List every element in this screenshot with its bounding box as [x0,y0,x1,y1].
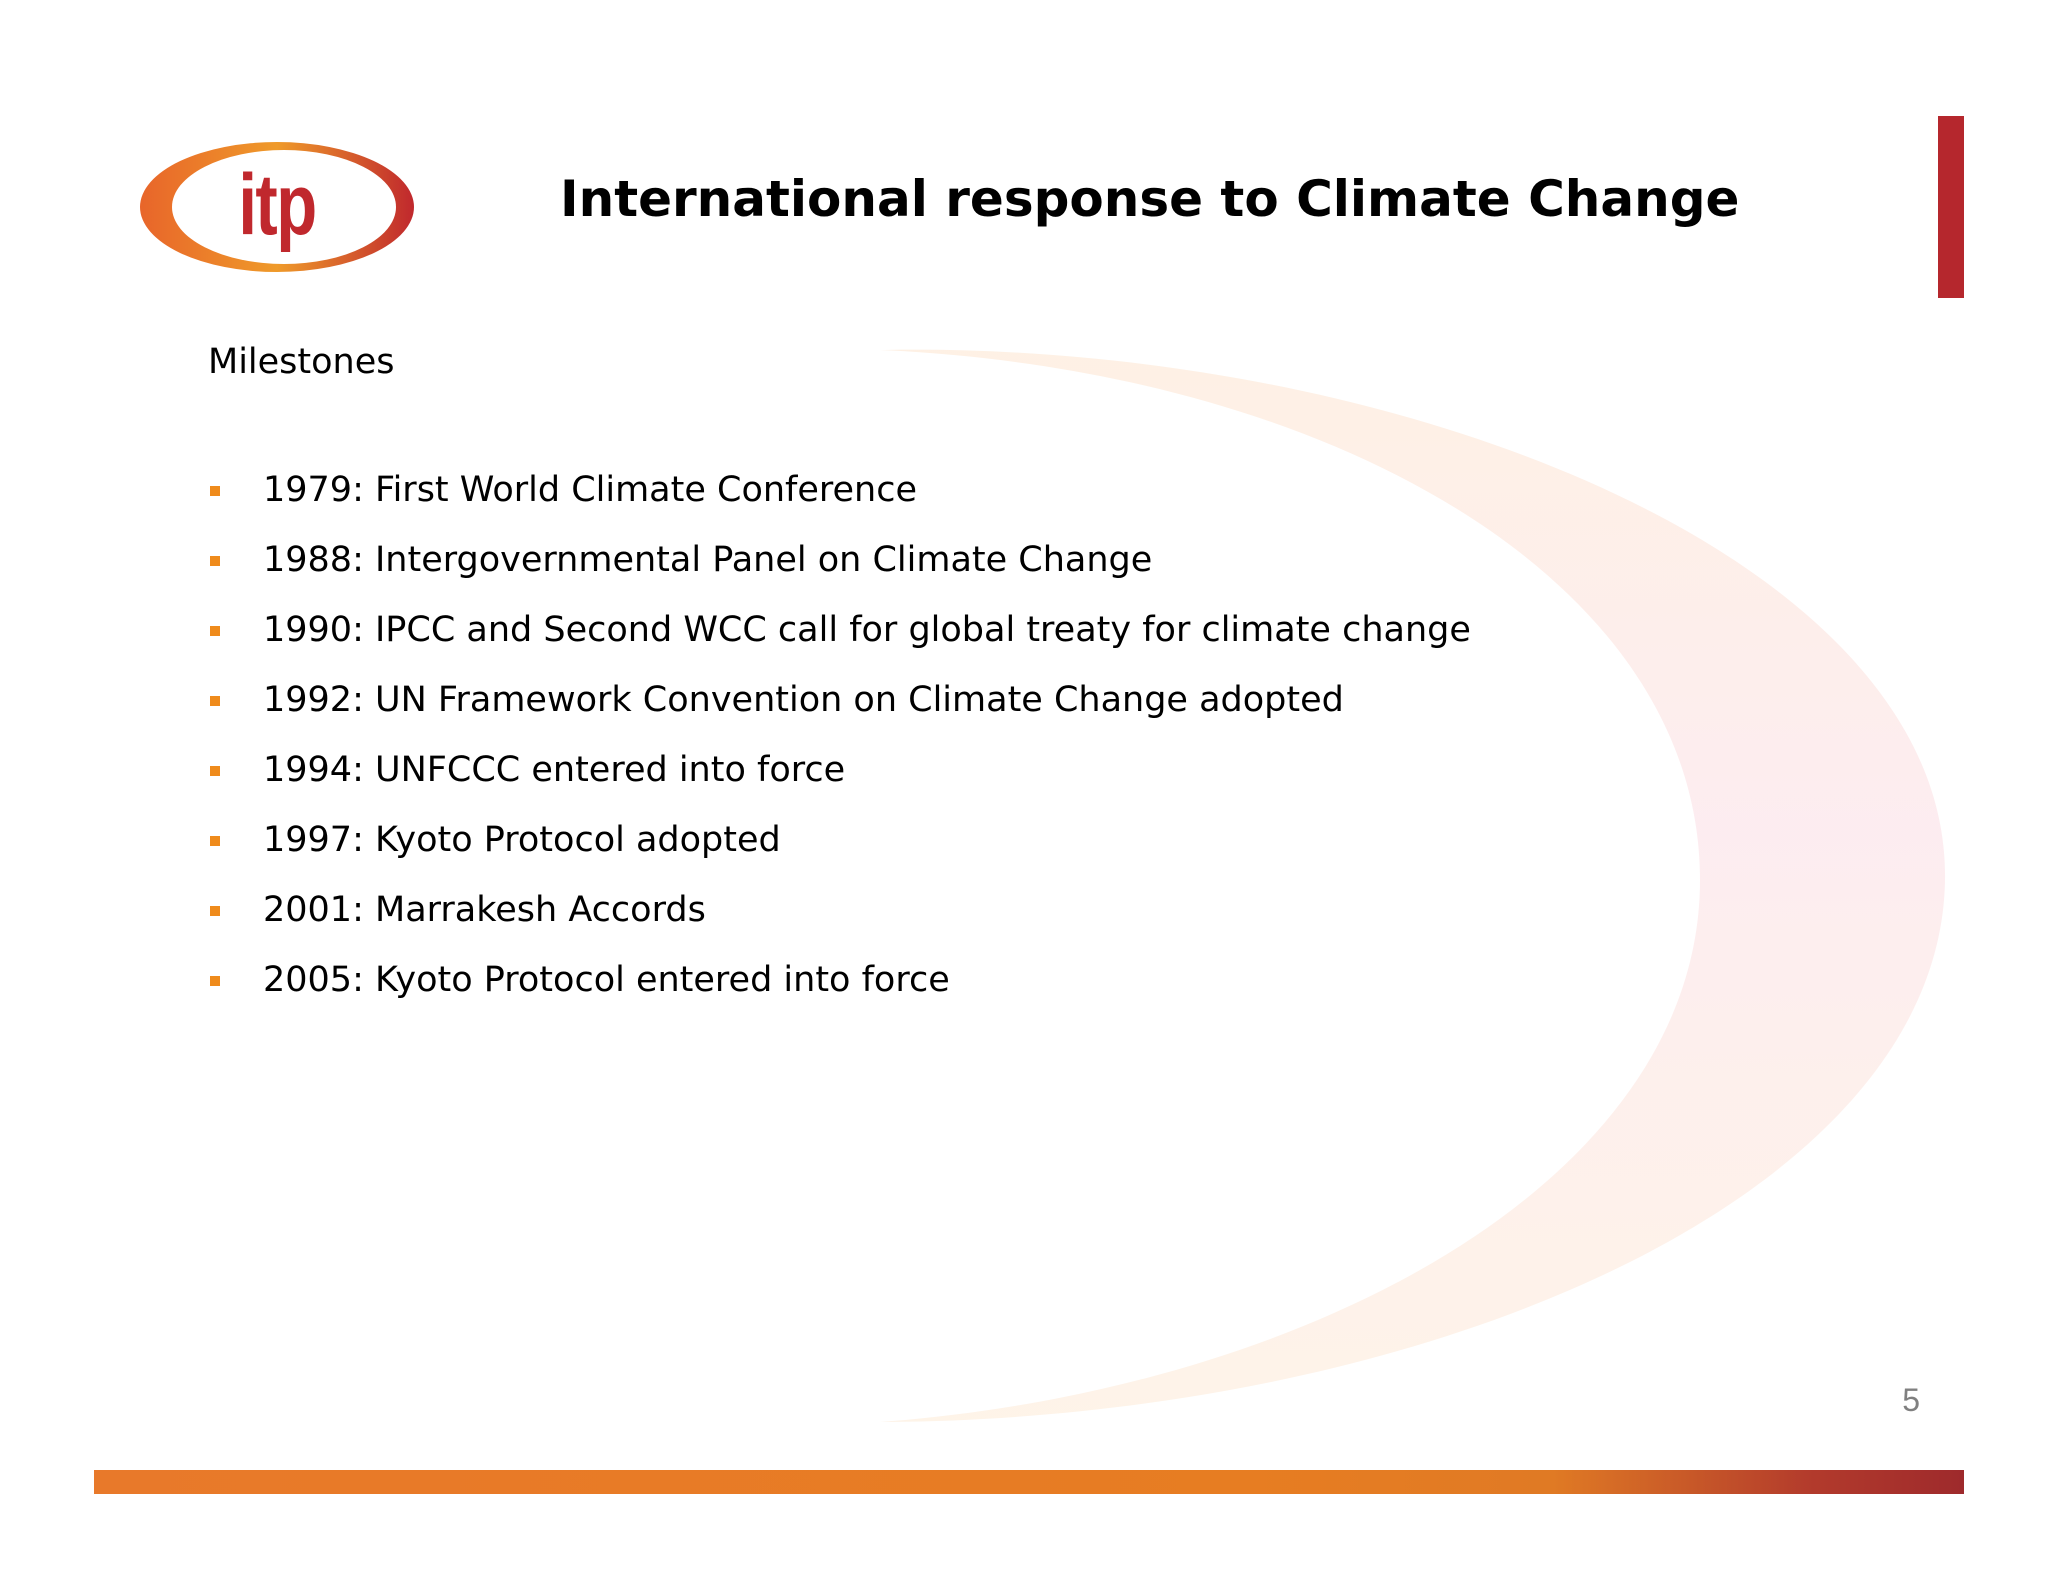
list-item: 1990: IPCC and Second WCC call for globa… [208,606,1471,676]
square-bullet-icon [210,976,220,986]
slide-title: International response to Climate Change [560,170,1740,228]
list-item: 1979: First World Climate Conference [208,466,1471,536]
list-item: 1992: UN Framework Convention on Climate… [208,676,1471,746]
list-item: 1994: UNFCCC entered into force [208,746,1471,816]
list-item: 2005: Kyoto Protocol entered into force [208,956,1471,1026]
square-bullet-icon [210,696,220,706]
square-bullet-icon [210,486,220,496]
square-bullet-icon [210,766,220,776]
footer-gradient-bar [94,1470,1964,1494]
milestone-text: 1979: First World Climate Conference [263,470,918,510]
milestone-list: 1979: First World Climate Conference 198… [208,466,1471,1026]
square-bullet-icon [210,906,220,916]
page-number: 5 [1902,1382,1920,1418]
milestone-text: 2005: Kyoto Protocol entered into force [263,960,950,1000]
milestone-text: 1990: IPCC and Second WCC call for globa… [263,610,1471,650]
itp-logo: itp [138,140,416,274]
logo-ellipse-icon [140,142,414,272]
logo-text: itp [238,157,317,253]
milestone-text: 2001: Marrakesh Accords [263,890,706,930]
milestone-text: 1997: Kyoto Protocol adopted [263,820,781,860]
list-item: 1988: Intergovernmental Panel on Climate… [208,536,1471,606]
square-bullet-icon [210,556,220,566]
milestone-text: 1994: UNFCCC entered into force [263,750,846,790]
list-item: 1997: Kyoto Protocol adopted [208,816,1471,886]
square-bullet-icon [210,836,220,846]
milestone-text: 1988: Intergovernmental Panel on Climate… [263,540,1153,580]
title-accent-bar [1938,116,1964,298]
list-item: 2001: Marrakesh Accords [208,886,1471,956]
square-bullet-icon [210,626,220,636]
subheading: Milestones [208,342,395,382]
milestone-text: 1992: UN Framework Convention on Climate… [263,680,1344,720]
